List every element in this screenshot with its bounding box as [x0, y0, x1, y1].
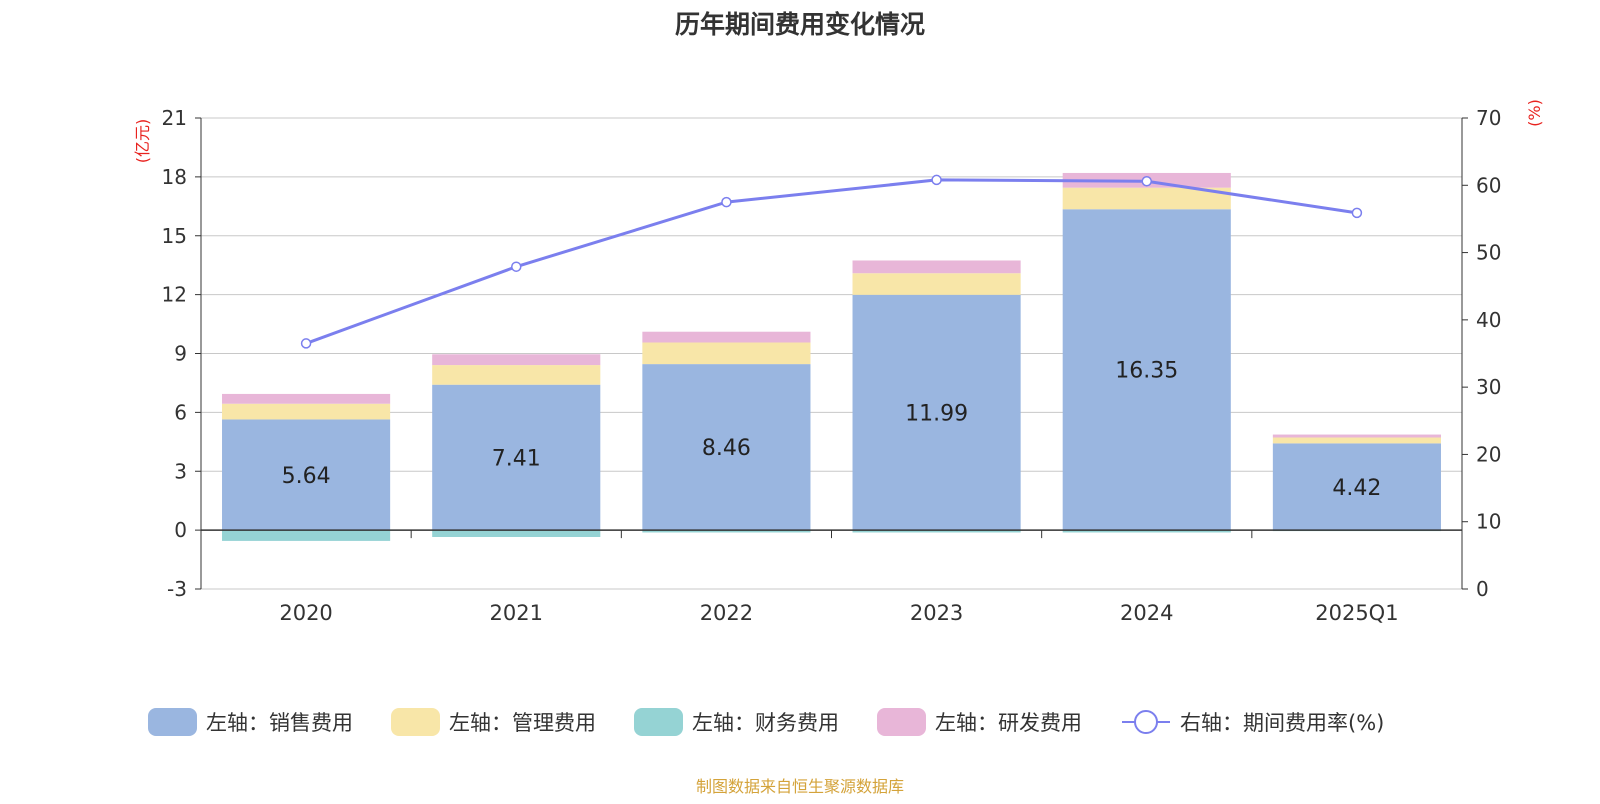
bar-segment — [432, 530, 601, 537]
bar-segment — [432, 384, 601, 531]
bar-segment — [852, 294, 1021, 531]
bar-segment — [642, 530, 811, 533]
rate-point — [511, 261, 522, 272]
bar-segment — [852, 530, 1021, 533]
rate-point — [1351, 207, 1363, 219]
bar-segment — [222, 403, 391, 420]
x-tick-label: 2023 — [910, 601, 963, 625]
footer-note: 制图数据来自恒生聚源数据库 — [696, 777, 904, 796]
right-tick-label: 40 — [1476, 308, 1501, 332]
rate-line — [305, 178, 1358, 345]
data-label: 4.42 — [1332, 476, 1381, 501]
left-tick-label: 9 — [174, 342, 187, 366]
bars-layer — [222, 172, 1441, 541]
bar-segment — [852, 260, 1021, 274]
right-tick-label: 10 — [1476, 510, 1501, 534]
legend-label: 左轴：研发费用 — [935, 711, 1082, 735]
left-tick-label: 0 — [174, 518, 187, 542]
bar-segment — [1272, 434, 1441, 438]
bar-segment — [1062, 530, 1231, 533]
axes-layer: -3 0 3 6 9 12 15 18 21 0 10 20 30 40 50 60 70 2020 2021 202… — [133, 99, 1544, 625]
right-tick-label: 30 — [1476, 375, 1501, 399]
rate-point — [721, 196, 732, 208]
x-tick-label: 2020 — [279, 601, 332, 625]
rate-point — [931, 174, 942, 186]
legend-swatch — [877, 708, 926, 736]
right-tick-label: 60 — [1476, 173, 1501, 197]
left-tick-label: 15 — [162, 224, 187, 248]
bar-segment — [1062, 187, 1231, 210]
x-tick-label: 2021 — [490, 601, 543, 625]
data-label: 7.41 — [492, 446, 541, 471]
bar-segment — [852, 273, 1021, 295]
legend-label: 左轴：财务费用 — [692, 711, 839, 735]
left-tick-label: 6 — [174, 400, 187, 424]
right-tick-label: 0 — [1476, 577, 1489, 601]
line-layer — [300, 174, 1363, 349]
bar-segment — [222, 393, 391, 404]
bar-segment — [1272, 443, 1441, 531]
left-tick-label: 18 — [162, 165, 187, 189]
right-tick-label: 20 — [1476, 442, 1501, 466]
bar-segment — [432, 354, 601, 366]
right-tick-label: 50 — [1476, 241, 1501, 265]
data-label: 11.99 — [905, 401, 968, 426]
bar-segment — [1272, 437, 1441, 444]
legend-label: 左轴：管理费用 — [449, 711, 596, 735]
left-tick-label: 21 — [162, 106, 187, 130]
x-tick-label: 2022 — [700, 601, 753, 625]
left-tick-label: 3 — [174, 459, 187, 483]
bar-segment — [642, 364, 811, 531]
x-tick-label: 2024 — [1120, 601, 1173, 625]
legend-swatch — [634, 708, 683, 736]
left-tick-label: -3 — [167, 577, 187, 601]
legend-layer: 左轴：销售费用 左轴：管理费用 左轴：财务费用 左轴：研发费用 右轴：期间费用率(%) — [148, 708, 1384, 736]
grid-layer — [201, 117, 1462, 590]
right-axis-unit: (%) — [1525, 99, 1544, 127]
bar-segment — [642, 342, 811, 365]
left-tick-label: 12 — [162, 283, 187, 307]
rate-point — [300, 338, 312, 349]
chart-title: 历年期间费用变化情况 — [675, 10, 925, 39]
bar-segment — [432, 365, 601, 385]
bar-segment — [222, 530, 391, 541]
left-axis-unit: (亿元) — [133, 119, 152, 164]
bar-segment — [642, 331, 811, 343]
data-label: 16.35 — [1115, 359, 1178, 384]
rate-point — [1141, 175, 1152, 187]
x-tick-label: 2025Q1 — [1315, 601, 1398, 625]
legend-swatch-marker — [1134, 710, 1158, 734]
data-label: 5.64 — [282, 464, 331, 489]
right-tick-label: 70 — [1476, 106, 1501, 130]
bar-segment — [222, 419, 391, 531]
labels-layer: 5.64 7.41 8.46 11.99 16.35 4.42 — [282, 359, 1382, 501]
legend-label: 左轴：销售费用 — [206, 711, 353, 735]
legend-swatch — [148, 708, 197, 736]
data-label: 8.46 — [702, 436, 751, 461]
bar-segment — [1062, 209, 1231, 531]
legend-label: 右轴：期间费用率(%) — [1180, 711, 1384, 735]
legend-swatch — [391, 708, 440, 736]
